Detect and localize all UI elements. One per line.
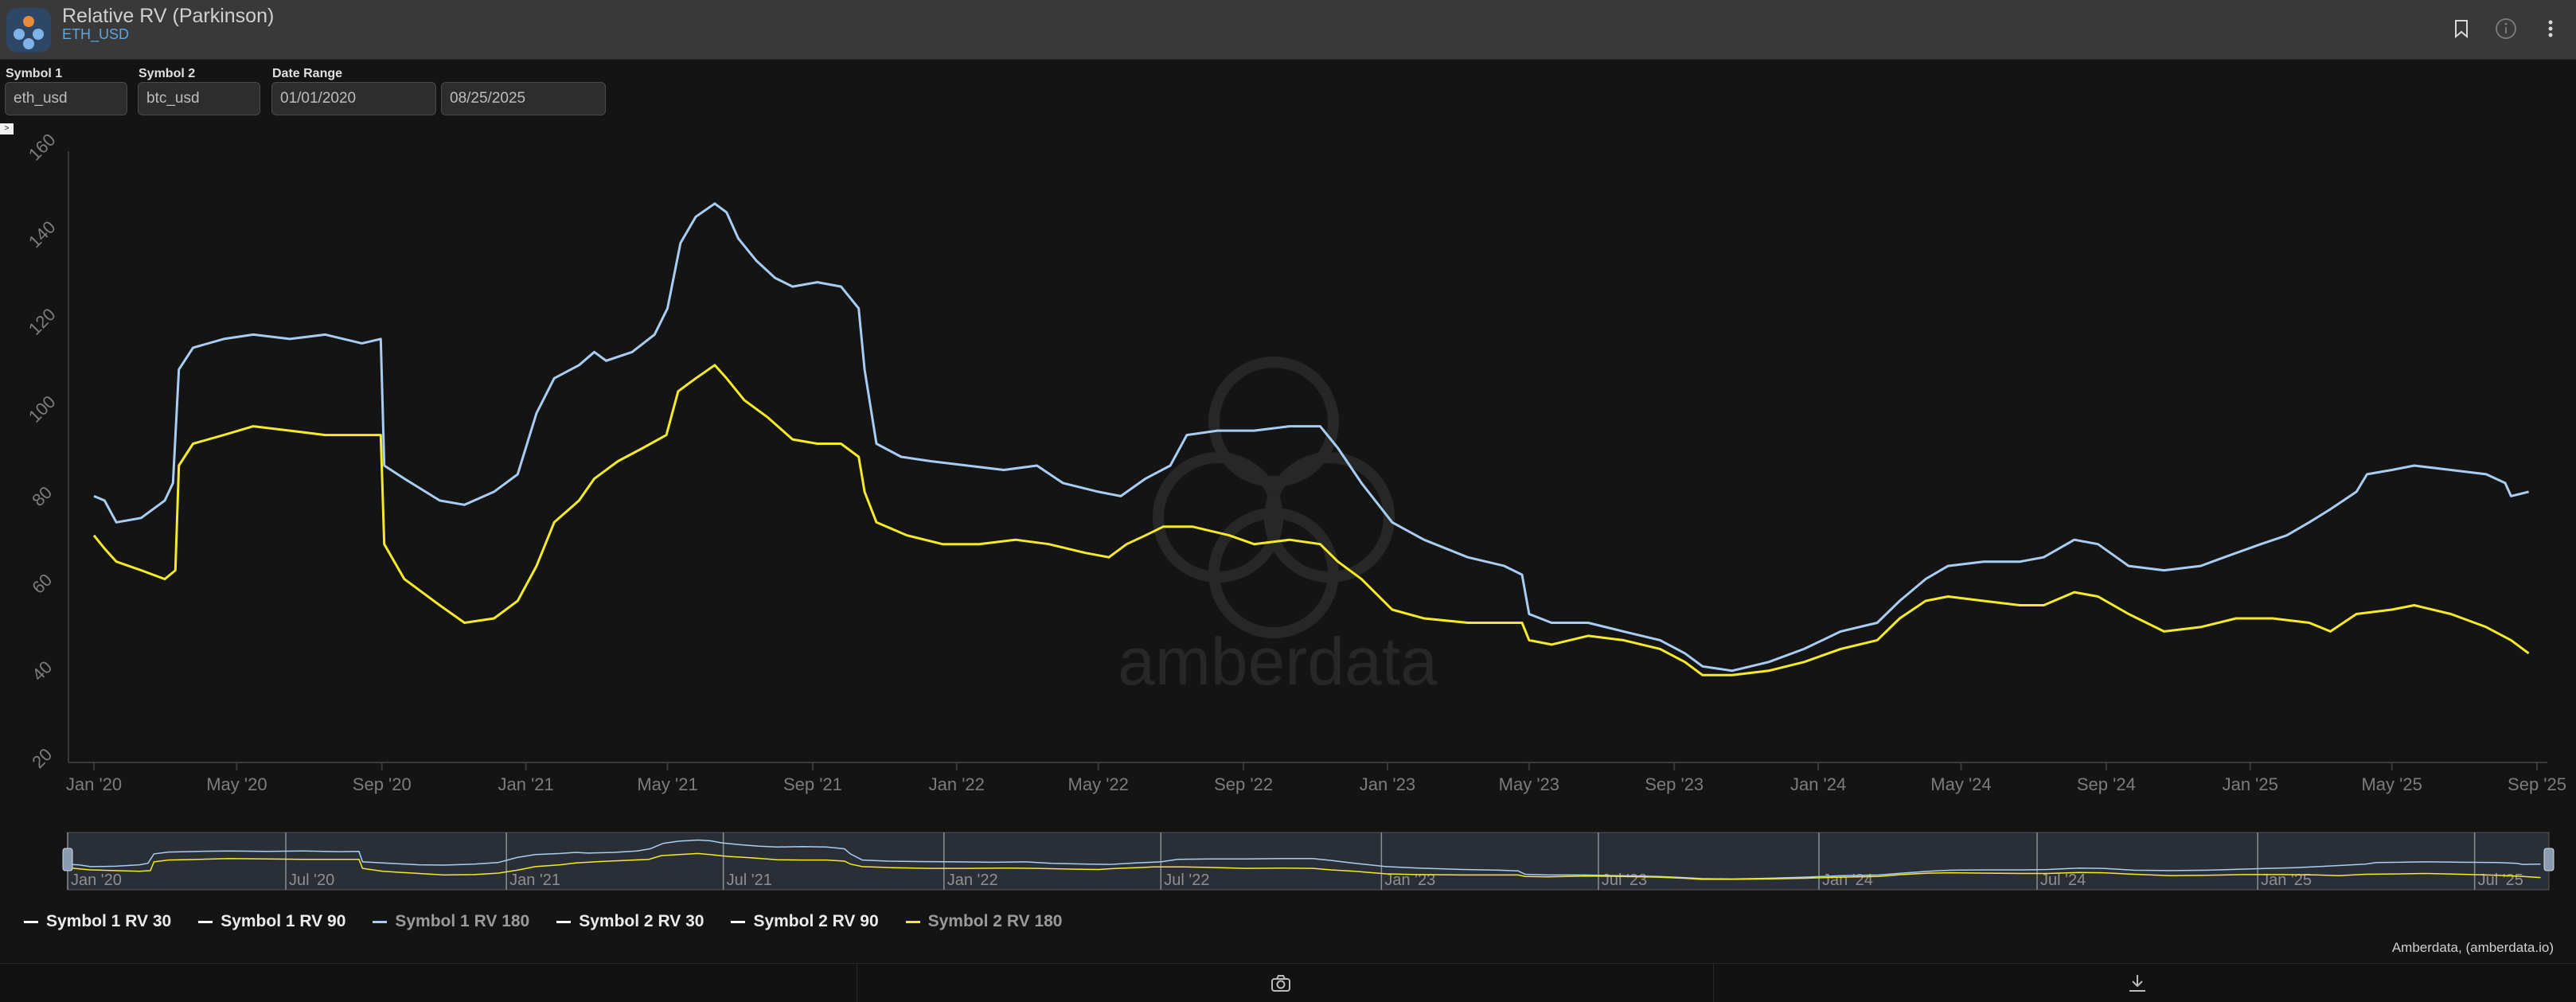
symbol1-input[interactable]: eth_usd — [5, 82, 127, 115]
legend-swatch — [373, 920, 388, 923]
legend-label: Symbol 1 RV 180 — [395, 912, 530, 930]
series-line-symbol-1-rv-180[interactable] — [93, 202, 2529, 673]
navigator-tick-label: Jul '22 — [1164, 871, 1209, 889]
x-tick-label: Sep '25 — [2508, 774, 2566, 794]
camera-icon[interactable] — [1270, 973, 1291, 994]
date-start-input[interactable]: 01/01/2020 — [271, 82, 436, 115]
x-tick-label: May '21 — [637, 774, 697, 794]
x-tick-label: Jan '22 — [929, 774, 985, 794]
y-tick-label: 100 — [25, 392, 60, 427]
navigator-window[interactable] — [67, 832, 2550, 891]
x-tick-label: Jan '25 — [2223, 774, 2278, 794]
y-tick-label: 60 — [28, 570, 56, 598]
legend-swatch — [556, 920, 572, 923]
x-tick-label: Sep '20 — [353, 774, 412, 794]
x-tick-label: May '24 — [1930, 774, 1991, 794]
date-range-label: Date Range — [272, 67, 343, 80]
legend-swatch — [198, 920, 213, 923]
more-vert-icon[interactable] — [2539, 18, 2562, 40]
x-tick-label: May '23 — [1499, 774, 1559, 794]
x-tick-label: Jan '20 — [66, 774, 122, 794]
legend-swatch — [24, 920, 38, 923]
navigator-tick-label: Jul '24 — [2040, 871, 2086, 889]
series-line-symbol-2-rv-180[interactable] — [92, 364, 2530, 676]
x-tick-label: Jan '24 — [1790, 774, 1846, 794]
credit-text: Amberdata, (amberdata.io) — [2391, 940, 2554, 955]
legend-item[interactable]: Symbol 2 RV 30 — [556, 912, 704, 931]
x-tick-label: Sep '23 — [1645, 774, 1704, 794]
y-tick-label: 120 — [25, 304, 60, 339]
navigator-tick-label: Jul '20 — [289, 871, 334, 889]
symbol1-label: Symbol 1 — [6, 67, 63, 80]
chart-legend: Symbol 1 RV 30 Symbol 1 RV 90 Symbol 1 RV … — [24, 912, 1063, 931]
legend-label: Symbol 2 RV 90 — [753, 912, 879, 930]
x-tick-label: Jan '23 — [1360, 774, 1415, 794]
symbol2-label: Symbol 2 — [139, 67, 196, 80]
navigator-tick-label: Jan '25 — [2261, 871, 2312, 889]
x-tick-label: May '22 — [1068, 774, 1129, 794]
legend-item[interactable]: Symbol 1 RV 180 — [373, 912, 529, 931]
navigator-series-symbol-1-rv-180 — [67, 839, 2541, 880]
legend-item[interactable]: Symbol 1 RV 90 — [198, 912, 345, 931]
y-tick-label: 140 — [25, 217, 60, 252]
x-tick-label: Sep '24 — [2077, 774, 2136, 794]
expand-panel-icon[interactable]: > — [0, 123, 14, 135]
y-tick-label: 160 — [25, 130, 60, 165]
date-end-input[interactable]: 08/25/2025 — [441, 82, 606, 115]
info-icon[interactable] — [2495, 18, 2517, 40]
amberdata-watermark: amberdata — [1118, 357, 1438, 699]
legend-label: Symbol 1 RV 30 — [46, 912, 172, 930]
app-logo-icon — [6, 8, 51, 53]
legend-item[interactable]: Symbol 1 RV 30 — [24, 912, 171, 931]
navigator-tick-label: Jul '23 — [1602, 871, 1647, 889]
y-tick-label: 40 — [28, 657, 56, 684]
widget-title: Relative RV (Parkinson) — [62, 5, 275, 27]
navigator-handle-right[interactable] — [2543, 848, 2555, 871]
svg-text:amberdata: amberdata — [1118, 624, 1438, 699]
legend-swatch — [731, 920, 746, 923]
x-tick-label: Sep '21 — [783, 774, 842, 794]
widget-footer — [0, 963, 2576, 1002]
rv-line-chart: amberdata 20 40 60 80 100 120 140 160 Jan '20 Ma… — [25, 130, 2566, 891]
navigator-tick-label: Jan '22 — [947, 871, 998, 889]
navigator-tick-label: Jan '20 — [71, 871, 122, 889]
navigator-tick-label: Jan '21 — [509, 871, 560, 889]
navigator-series-symbol-2-rv-180 — [67, 852, 2541, 880]
widget-header: Relative RV (Parkinson) ETH_USD — [0, 0, 2576, 60]
legend-label: Symbol 1 RV 90 — [221, 912, 346, 930]
legend-swatch — [905, 920, 920, 923]
widget-subtitle: ETH_USD — [62, 26, 130, 42]
navigator-tick-label: Jan '23 — [1384, 871, 1435, 889]
x-tick-label: May '25 — [2361, 774, 2422, 794]
legend-item[interactable]: Symbol 2 RV 180 — [905, 912, 1063, 931]
range-navigator[interactable]: Jan '20 Jul '20 Jan '21 Jul '21 Jan '22 Jul '… — [62, 832, 2555, 891]
navigator-tick-label: Jan '24 — [1822, 871, 1873, 889]
legend-label: Symbol 2 RV 180 — [927, 912, 1063, 930]
download-icon[interactable] — [2127, 973, 2148, 994]
navigator-tick-label: Jul '21 — [727, 871, 772, 889]
legend-label: Symbol 2 RV 30 — [579, 912, 704, 930]
x-tick-label: Jan '21 — [498, 774, 554, 794]
y-tick-label: 20 — [28, 744, 56, 772]
symbol2-input[interactable]: btc_usd — [138, 82, 260, 115]
bookmark-icon[interactable] — [2450, 18, 2473, 40]
legend-item[interactable]: Symbol 2 RV 90 — [731, 912, 879, 931]
navigator-handle-left[interactable] — [62, 848, 73, 871]
y-tick-label: 80 — [28, 482, 56, 510]
x-tick-label: Sep '22 — [1214, 774, 1273, 794]
x-tick-label: May '20 — [206, 774, 267, 794]
navigator-tick-label: Jul '25 — [2478, 871, 2523, 889]
